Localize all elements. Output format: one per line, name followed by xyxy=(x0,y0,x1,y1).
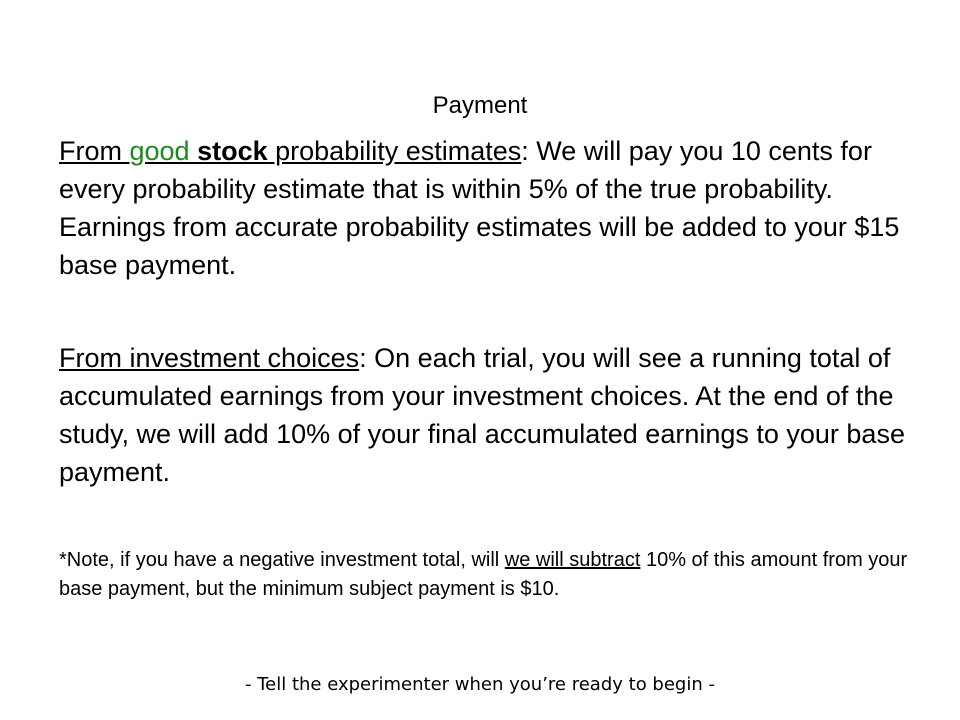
heading-good: good xyxy=(130,136,190,166)
heading-from: From xyxy=(59,136,130,166)
investment-payment-paragraph: From investment choices: On each trial, … xyxy=(59,339,909,491)
heading-colon: : xyxy=(521,136,529,166)
investment-heading: From investment choices xyxy=(59,343,359,373)
note-underlined: we will subtract xyxy=(505,549,641,571)
heading-rest: probability estimates xyxy=(268,136,522,166)
ready-instruction: - Tell the experimenter when you’re read… xyxy=(0,671,960,699)
investment-heading-colon: : xyxy=(359,343,367,373)
stock-estimate-heading: From good stock probability estimates xyxy=(59,136,521,166)
heading-stock: stock xyxy=(197,136,268,166)
heading-space xyxy=(190,136,198,166)
stock-estimate-payment-paragraph: From good stock probability estimates: W… xyxy=(59,132,909,284)
note-before: *Note, if you have a negative investment… xyxy=(59,549,505,571)
page-title: Payment xyxy=(0,90,960,122)
negative-total-note: *Note, if you have a negative investment… xyxy=(59,546,909,604)
